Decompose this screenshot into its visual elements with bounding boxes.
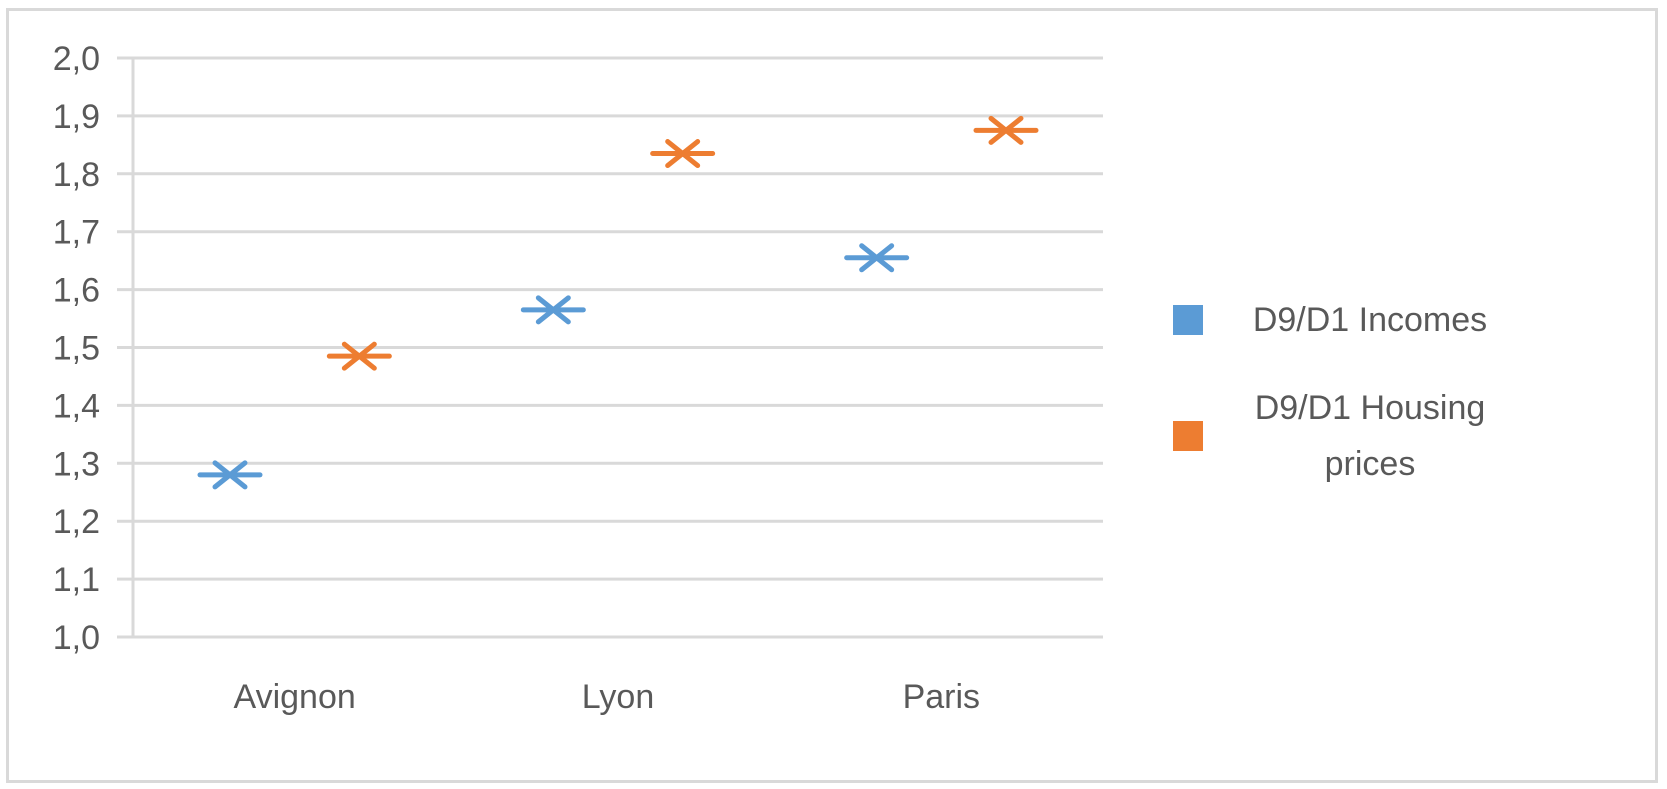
x-tick-label: Paris (903, 678, 980, 716)
data-point-d9-d1-incomes (197, 460, 263, 490)
legend: D9/D1 Incomes D9/D1 Housing prices (1173, 301, 1487, 483)
x-tick-label: Lyon (582, 678, 654, 716)
y-tick-label: 1,2 (53, 503, 100, 541)
y-tick-label: 1,8 (53, 156, 100, 194)
y-tick-label: 1,4 (53, 387, 100, 425)
y-tick-label: 1,0 (53, 619, 100, 657)
y-tick-label: 1,9 (53, 98, 100, 136)
y-axis-tick-labels: 1,0 1,1 1,2 1,3 1,4 1,5 1,6 1,7 1,8 1,9 2,0 (53, 40, 100, 657)
y-tick-label: 1,6 (53, 272, 100, 310)
data-point-d9-d1-incomes (520, 295, 586, 325)
x-tick-label: Avignon (234, 678, 356, 716)
y-tick-label: 2,0 (53, 40, 100, 78)
y-tick-label: 1,5 (53, 330, 100, 368)
legend-label: D9/D1 Incomes (1253, 301, 1487, 339)
data-point-d9-d1-housing-prices (650, 139, 716, 169)
y-tick-label: 1,3 (53, 445, 100, 483)
legend-entry: D9/D1 Incomes (1173, 301, 1487, 339)
legend-swatch (1173, 421, 1203, 451)
legend-entry: D9/D1 Housing prices (1173, 389, 1485, 483)
y-tick-label: 1,1 (53, 561, 100, 599)
chart-frame (6, 8, 1658, 783)
data-points (197, 115, 1039, 490)
gridlines (117, 56, 1103, 581)
y-tick-label: 1,7 (53, 214, 100, 252)
legend-swatch (1173, 305, 1203, 335)
legend-label: D9/D1 Housing (1255, 389, 1486, 427)
x-axis-tick-labels: Avignon Lyon Paris (234, 678, 981, 716)
axes (117, 58, 1103, 639)
data-point-d9-d1-incomes (844, 243, 910, 273)
data-point-d9-d1-housing-prices (326, 341, 392, 371)
data-point-d9-d1-housing-prices (973, 115, 1039, 145)
legend-label: prices (1325, 445, 1416, 483)
